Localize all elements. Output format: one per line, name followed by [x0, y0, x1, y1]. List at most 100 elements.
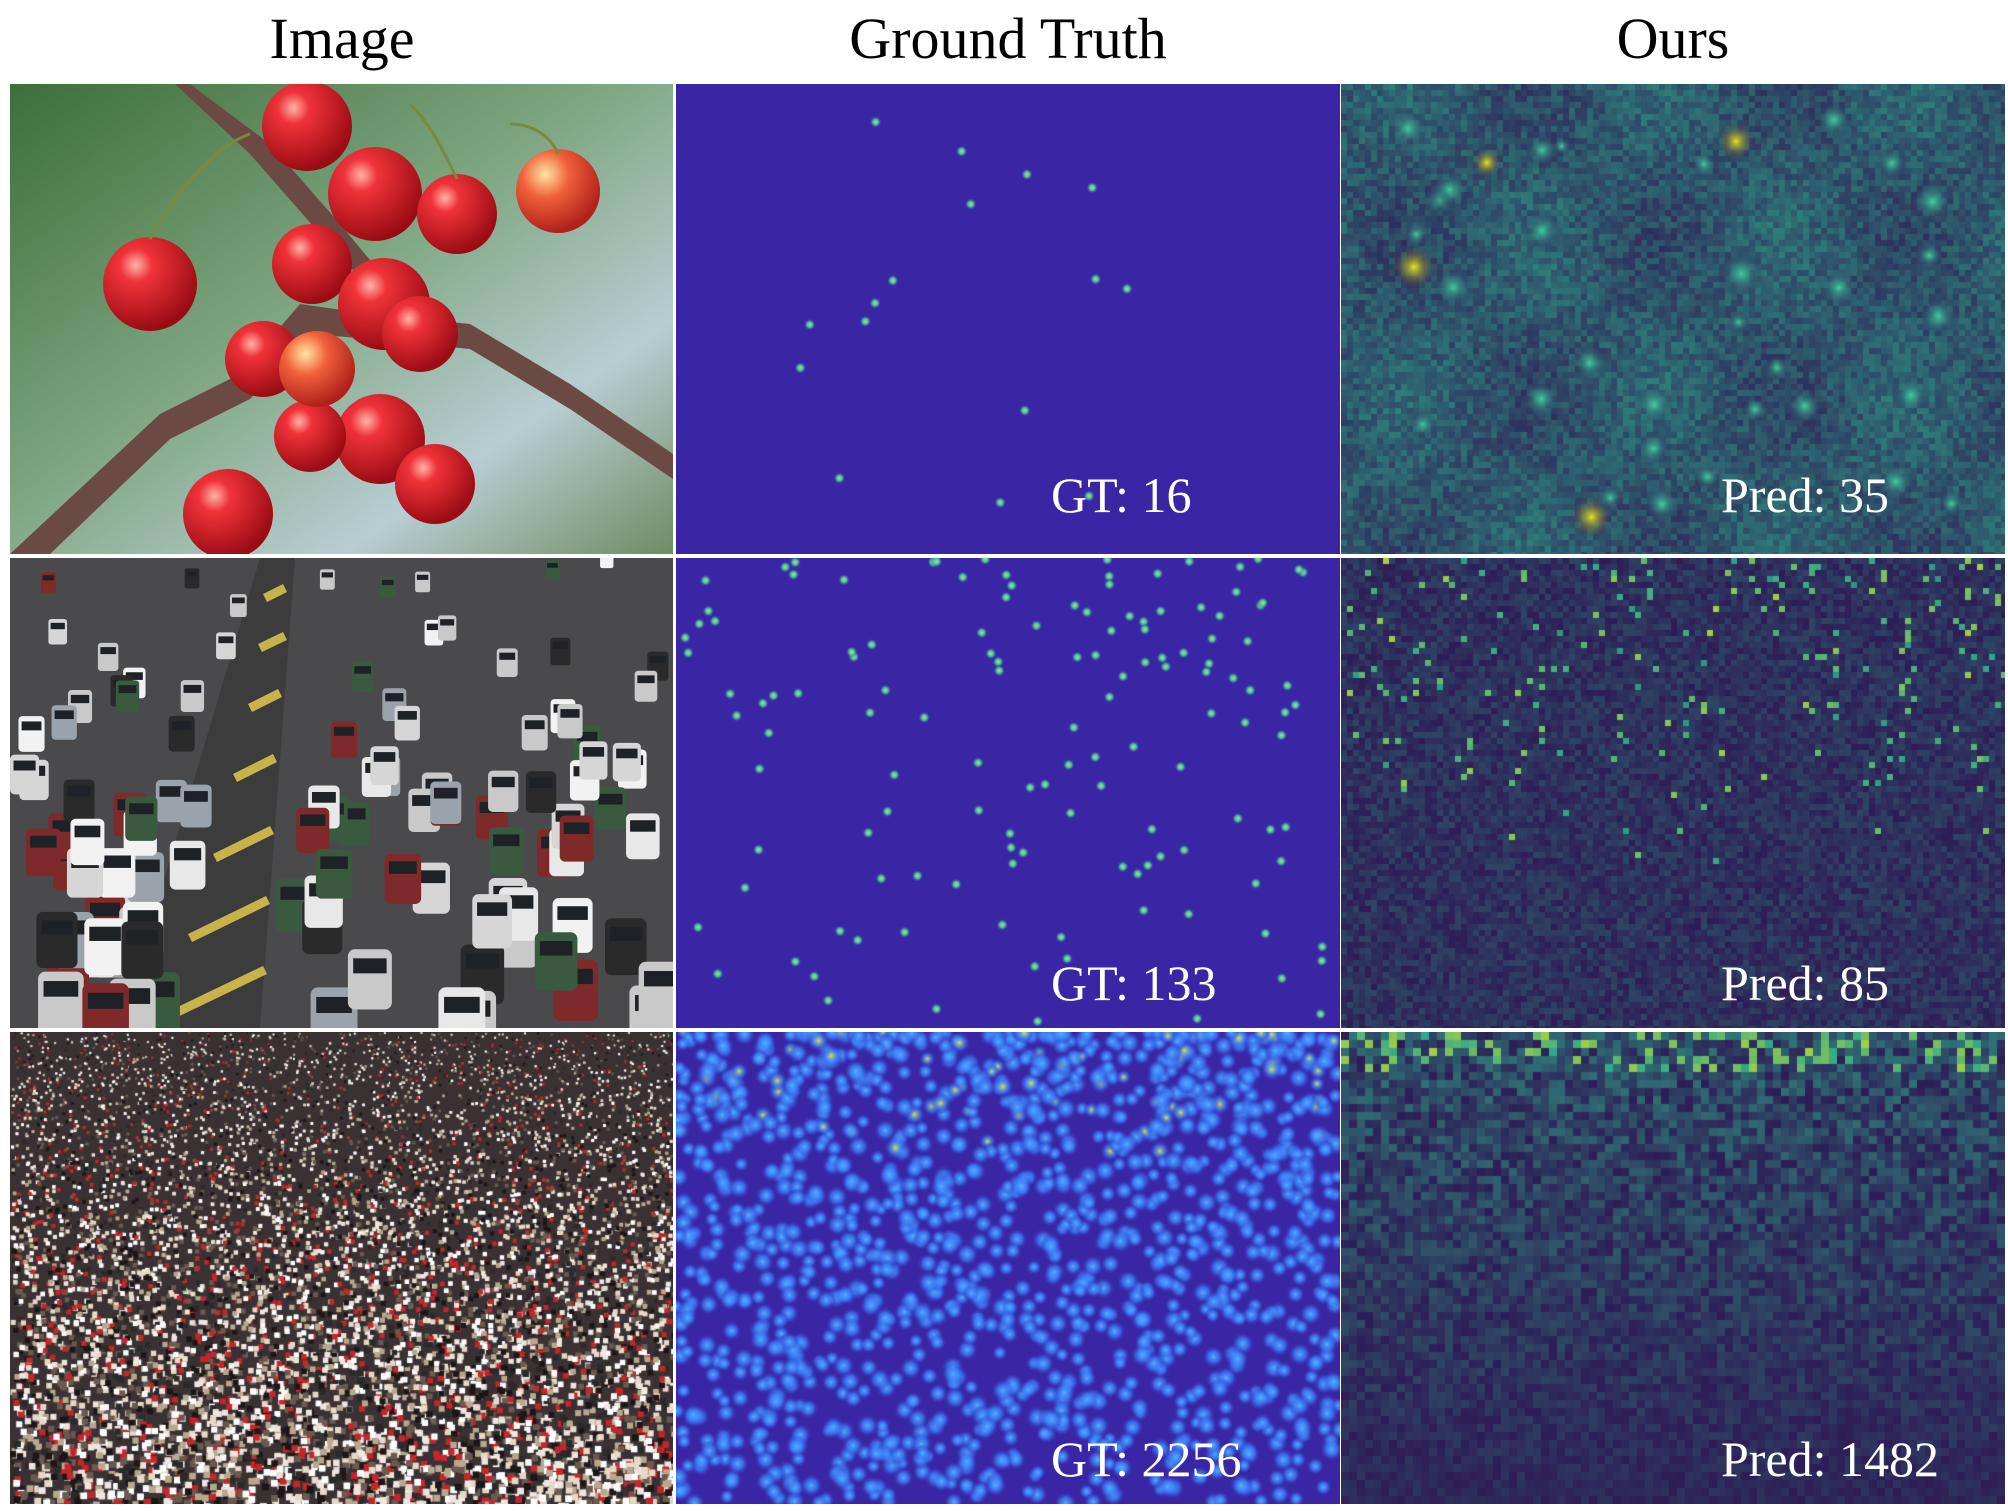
- car-window: [524, 720, 545, 730]
- car-shape: [84, 918, 126, 976]
- car-window: [21, 721, 42, 731]
- car-window: [67, 785, 91, 797]
- car-window: [43, 981, 79, 997]
- car-window: [397, 711, 417, 720]
- car-window: [87, 992, 124, 1009]
- car-shape: [384, 853, 422, 904]
- car-window: [353, 958, 387, 974]
- car-window: [103, 855, 131, 868]
- image-cherries: [10, 84, 673, 554]
- car-shape: [168, 715, 195, 752]
- car-shape: [347, 949, 392, 1010]
- car-window: [131, 859, 160, 873]
- image-traffic: [10, 558, 673, 1028]
- car-window: [30, 835, 57, 848]
- car-shape: [18, 716, 45, 752]
- pred-density-canvas: [1341, 1032, 2005, 1504]
- gt-density-map-traffic: GT: 133: [676, 558, 1340, 1028]
- car-window: [576, 731, 598, 742]
- car-shape: [634, 670, 658, 702]
- car-window: [385, 693, 404, 702]
- car-window: [126, 930, 159, 945]
- car-window: [174, 848, 202, 861]
- car-shape: [319, 569, 335, 590]
- car-window: [444, 996, 480, 1013]
- car-window: [547, 562, 558, 568]
- car-shape: [488, 827, 524, 875]
- gt-count-label: GT: 2256: [1051, 1431, 1242, 1487]
- car-window: [440, 619, 455, 626]
- car-window: [183, 684, 202, 693]
- car-window: [493, 834, 520, 847]
- car-window: [598, 793, 623, 805]
- car-shape: [612, 742, 641, 782]
- gt-count-label: GT: 16: [1051, 467, 1192, 523]
- gt-density-canvas: [676, 84, 1340, 554]
- car-shape: [579, 741, 608, 780]
- car-window: [563, 822, 590, 834]
- car-window: [127, 910, 159, 924]
- car-window: [70, 694, 90, 704]
- pred-count-label: Pred: 1482: [1721, 1431, 1940, 1487]
- car-window: [184, 791, 208, 802]
- car-shape: [40, 572, 56, 593]
- car-window: [316, 996, 352, 1013]
- car-window: [54, 710, 74, 720]
- car-window: [560, 709, 580, 718]
- car-window: [354, 666, 372, 674]
- car-window: [373, 752, 396, 762]
- pred-density-map-cherries: Pred: 35: [1341, 84, 2005, 554]
- car-window: [333, 726, 355, 736]
- car-window: [300, 814, 326, 826]
- car-shape: [296, 807, 330, 854]
- car-window: [89, 926, 121, 941]
- gt-density-map-crowd: GT: 2256: [676, 1032, 1340, 1504]
- car-window: [171, 721, 192, 731]
- car-window: [630, 820, 656, 832]
- car-window: [311, 791, 336, 803]
- car-window: [90, 902, 121, 917]
- pred-density-map-traffic: Pred: 85: [1341, 558, 2005, 1028]
- car-window: [280, 886, 310, 900]
- car-window: [417, 870, 446, 884]
- cherries-photo: [10, 84, 673, 554]
- car-window: [41, 920, 73, 935]
- header-ours: Ours: [1616, 6, 1730, 71]
- car-window: [433, 787, 458, 799]
- car-window: [644, 971, 673, 987]
- pred-count-label: Pred: 35: [1721, 467, 1890, 523]
- car-window: [218, 636, 234, 644]
- car-window: [491, 776, 515, 788]
- car-shape: [38, 971, 84, 1028]
- image-crowd: [10, 1032, 673, 1504]
- car-window: [74, 825, 101, 838]
- pred-density-canvas: [1341, 558, 2005, 1028]
- car-shape: [125, 796, 158, 841]
- car-shape: [545, 560, 560, 580]
- car-shape: [472, 894, 513, 949]
- car-window: [416, 574, 429, 580]
- car-window: [412, 795, 437, 806]
- car-window: [499, 652, 516, 660]
- pred-density-map-crowd: Pred: 1482: [1341, 1032, 2005, 1504]
- car-window: [381, 579, 394, 586]
- car-window: [557, 906, 588, 920]
- car-window: [100, 647, 116, 655]
- car-shape: [488, 770, 519, 813]
- car-window: [529, 777, 553, 788]
- car-window: [616, 748, 638, 759]
- car-window: [232, 597, 245, 604]
- car-window: [50, 622, 65, 630]
- car-window: [610, 926, 642, 941]
- car-window: [539, 941, 573, 956]
- traffic-photo: [10, 558, 673, 1028]
- car-window: [118, 685, 137, 694]
- car-window: [477, 902, 508, 916]
- car-window: [388, 861, 417, 874]
- pred-density-canvas: [1341, 84, 2005, 554]
- car-window: [125, 672, 143, 680]
- car-shape: [115, 680, 140, 713]
- car-window: [320, 856, 348, 869]
- car-window: [52, 820, 78, 832]
- car-window: [42, 575, 55, 581]
